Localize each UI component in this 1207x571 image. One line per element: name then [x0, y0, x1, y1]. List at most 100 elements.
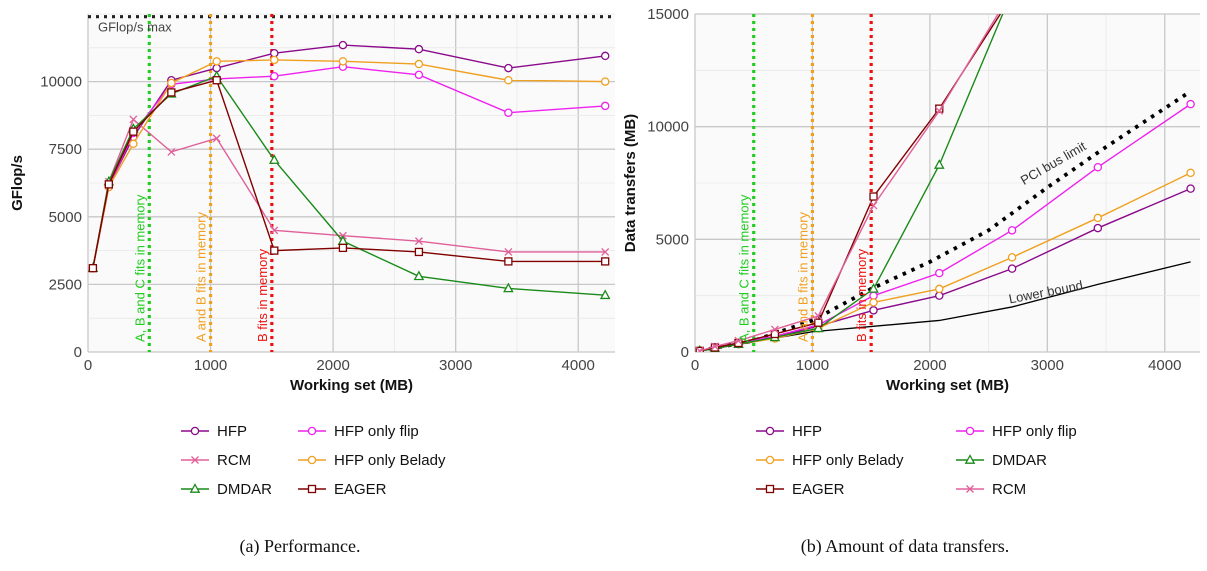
- legend-item-hfp-only-belady: HFP only Belady: [756, 452, 904, 469]
- data-point: [414, 247, 424, 257]
- plot-content: [88, 14, 615, 352]
- data-point: [600, 51, 610, 61]
- y-tick-label: 5000: [49, 209, 82, 226]
- y-axis-title: Data transfers (MB): [622, 114, 639, 252]
- x-tick-label: 2000: [316, 357, 349, 374]
- data-point: [212, 76, 221, 85]
- grid: [694, 13, 1200, 353]
- data-point: [270, 71, 279, 81]
- y-tick-label: 0: [74, 344, 82, 361]
- x-tick-label: 0: [84, 357, 92, 374]
- data-point: [338, 57, 348, 66]
- x-tick-label: 4000: [1148, 357, 1181, 374]
- data-point: [104, 180, 113, 189]
- data-point: [338, 243, 348, 253]
- legend-marker: [191, 456, 199, 464]
- series-line: [92, 66, 606, 269]
- data-point: [734, 336, 743, 345]
- data-point: [270, 55, 279, 65]
- series-hfp-only-belady: [88, 55, 610, 273]
- legend: HFP HFP only flip HFP only Belady DMDAR EAGE…: [756, 423, 1077, 498]
- legend-item-rcm: RCM: [956, 481, 1026, 498]
- legend-label: EAGER: [334, 481, 387, 498]
- y-tick-label: 7500: [49, 141, 82, 158]
- data-point: [167, 88, 176, 97]
- data-point: [1007, 253, 1017, 262]
- legend-label: DMDAR: [992, 452, 1047, 469]
- data-point: [270, 226, 279, 235]
- series-rcm: [695, 14, 999, 352]
- data-point: [1093, 223, 1103, 233]
- series-eager: [88, 76, 610, 273]
- data-point: [601, 247, 610, 256]
- data-point: [129, 127, 138, 136]
- legend-marker: [190, 426, 200, 436]
- data-point: [88, 264, 98, 273]
- data-point: [1186, 99, 1195, 109]
- annotation-gflop-s-max: GFlop/s max: [98, 20, 172, 35]
- data-point: [869, 306, 878, 315]
- caption: (b) Amount of data transfers.: [801, 536, 1009, 557]
- data-point: [711, 342, 719, 351]
- data-point: [414, 59, 424, 69]
- x-tick-label: 1000: [194, 357, 227, 374]
- data-point: [1093, 162, 1103, 172]
- annotation-a-and-b-fits-in-memory: A and B fits in memory: [795, 211, 810, 342]
- y-tick-label: 0: [681, 344, 689, 361]
- data-point: [167, 147, 176, 156]
- annotation-a-b-and-c-fits-in-memory: A, B and C fits in memory: [737, 194, 752, 342]
- y-tick-label: 15000: [647, 6, 689, 23]
- series-line: [92, 79, 606, 269]
- legend-label: RCM: [217, 452, 251, 469]
- plot-content: [695, 14, 1195, 352]
- data-point: [869, 298, 878, 307]
- legend-marker: [307, 455, 317, 465]
- y-tick-label: 5000: [656, 231, 689, 248]
- x-tick-label: 0: [691, 357, 699, 374]
- chart-performance: 0 1000 2000 3000 4000 0 2500 5000 7500 10000 Worki…: [9, 13, 615, 557]
- data-point: [504, 108, 513, 117]
- legend-marker: [964, 454, 976, 464]
- x-tick-label: 3000: [1031, 357, 1064, 374]
- y-axis-title: GFlop/s: [9, 155, 26, 211]
- legend-label: HFP: [792, 423, 822, 440]
- series-line: [92, 75, 606, 296]
- data-point: [935, 284, 944, 294]
- data-point: [868, 283, 879, 293]
- data-point: [695, 346, 704, 352]
- legend-marker: [765, 426, 775, 436]
- legend-label: HFP only flip: [992, 423, 1077, 440]
- data-point: [212, 134, 221, 143]
- data-point: [813, 322, 824, 333]
- series-line: [699, 14, 999, 352]
- data-point: [504, 63, 513, 73]
- legend-label: DMDAR: [217, 481, 272, 498]
- data-point: [814, 318, 823, 327]
- data-point: [734, 338, 743, 348]
- y-tick-label: 2500: [49, 276, 82, 293]
- data-point: [414, 70, 424, 80]
- series-line: [92, 118, 606, 269]
- data-point: [869, 192, 878, 201]
- series-line: [92, 59, 606, 269]
- y-tick-label: 10000: [647, 119, 689, 136]
- legend-label: RCM: [992, 481, 1026, 498]
- x-axis-title: Working set (MB): [886, 377, 1009, 394]
- data-point: [770, 325, 779, 334]
- curve-lower-bound: [699, 261, 1191, 352]
- x-tick-label: 1000: [796, 357, 829, 374]
- legend-marker: [307, 484, 317, 494]
- data-point: [695, 346, 704, 352]
- legend-item-hfp: HFP: [181, 423, 247, 440]
- data-point: [503, 282, 514, 293]
- data-point: [129, 115, 138, 124]
- data-point: [1007, 226, 1017, 235]
- data-point: [599, 289, 611, 300]
- data-point: [933, 159, 945, 169]
- data-point: [270, 246, 279, 255]
- data-point: [935, 106, 944, 115]
- data-point: [770, 329, 780, 339]
- series-eager: [695, 14, 1001, 352]
- legend-label: HFP only Belady: [792, 452, 904, 469]
- legend-marker: [966, 485, 974, 493]
